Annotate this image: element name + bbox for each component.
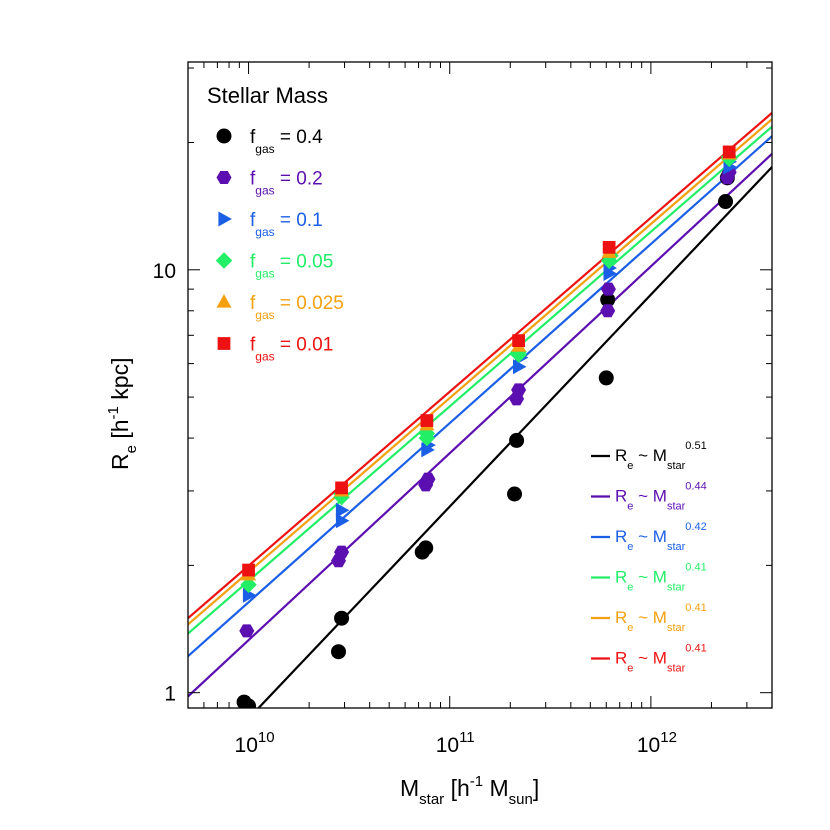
- y-tick-label: 1: [164, 683, 176, 706]
- legend-label-fgas-0_025: fgas = 0.025: [250, 293, 344, 322]
- chart-title: Stellar Mass: [207, 83, 328, 108]
- fit-legend-label-0_05: Re ~ Mstar0.41: [615, 562, 707, 594]
- data-point-fgas-0_2: [600, 282, 616, 296]
- data-point-fgas-0_2: [420, 472, 436, 486]
- data-point-fgas-0_2: [239, 624, 255, 638]
- data-point-fgas-0_01: [602, 240, 616, 254]
- data-point-fgas-0_4: [598, 370, 614, 386]
- data-point-fgas-0_01: [335, 481, 348, 495]
- fit-line-0_01: [188, 112, 772, 620]
- data-point-fgas-0_4: [331, 644, 347, 660]
- legend: fgas = 0.4 fgas = 0.2 fgas = 0.1 fgas = 0.0…: [215, 127, 344, 364]
- x-tick-label: 1011: [436, 729, 475, 757]
- fit-line-0_1: [188, 135, 772, 657]
- fit-legend: Re ~ Mstar0.51 Re ~ Mstar0.44 Re ~ Mstar0.…: [591, 440, 707, 675]
- x-tick-label: 1010: [235, 729, 275, 757]
- fit-legend-label-0_025: Re ~ Mstar0.41: [615, 602, 707, 634]
- fit-legend-label-0_1: Re ~ Mstar0.42: [615, 521, 707, 553]
- y-axis-label: Re [h-1 kpc]: [105, 358, 140, 470]
- fit-line-0_025: [188, 118, 772, 626]
- legend-marker-fgas-0_1: [218, 211, 232, 227]
- y-tick-label: 10: [153, 260, 176, 283]
- fit-line-0_4: [257, 166, 772, 708]
- data-point-fgas-0_01: [420, 414, 434, 427]
- data-point-fgas-0_01: [512, 334, 525, 347]
- legend-label-fgas-0_2: fgas = 0.2: [250, 169, 323, 198]
- fit-line-0_05: [188, 125, 772, 635]
- legend-label-fgas-0_05: fgas = 0.05: [250, 252, 333, 281]
- data-point-fgas-0_2: [334, 545, 350, 559]
- legend-marker-fgas-0_01: [217, 337, 231, 350]
- data-point-fgas-0_2: [511, 383, 527, 397]
- legend-marker-fgas-0_05: [215, 252, 233, 269]
- data-point-fgas-0_4: [334, 610, 350, 626]
- x-tick-label: 1012: [637, 729, 677, 757]
- axis-ticks: [187, 62, 773, 708]
- data-point-fgas-0_4: [418, 540, 434, 556]
- legend-marker-fgas-0_2: [216, 171, 232, 184]
- data-point-fgas-0_1: [242, 587, 257, 603]
- data-point-fgas-0_01: [242, 563, 255, 577]
- x-axis-label: Mstar [h-1 Msun]: [400, 773, 539, 808]
- fit-lines: [188, 112, 772, 708]
- legend-label-fgas-0_01: fgas = 0.01: [250, 335, 333, 364]
- data-point-fgas-0_1: [335, 502, 350, 518]
- data-point-fgas-0_4: [600, 292, 616, 308]
- data-points: [236, 145, 738, 708]
- fit-line-0_2: [188, 153, 772, 698]
- data-point-fgas-0_4: [509, 432, 525, 448]
- legend-label-fgas-0_1: fgas = 0.1: [250, 210, 323, 239]
- fit-legend-label-0_01: Re ~ Mstar0.41: [615, 643, 707, 675]
- data-point-fgas-0_4: [507, 486, 523, 502]
- data-point-fgas-0_4: [718, 194, 734, 210]
- tick-labels: 1010 1011 1012 1 10: [153, 260, 677, 757]
- plot-frame: [187, 61, 773, 709]
- legend-label-fgas-0_4: fgas = 0.4: [250, 127, 323, 156]
- data-point-fgas-0_2: [600, 304, 616, 318]
- data-point-fgas-0_05: [240, 576, 257, 593]
- fit-legend-label-0_2: Re ~ Mstar0.44: [615, 481, 707, 513]
- data-point-fgas-0_01: [722, 145, 736, 159]
- legend-marker-fgas-0_4: [216, 128, 232, 144]
- legend-marker-fgas-0_025: [216, 294, 232, 308]
- fit-legend-label-0_4: Re ~ Mstar0.51: [615, 440, 707, 472]
- data-point-fgas-0_1: [335, 513, 350, 529]
